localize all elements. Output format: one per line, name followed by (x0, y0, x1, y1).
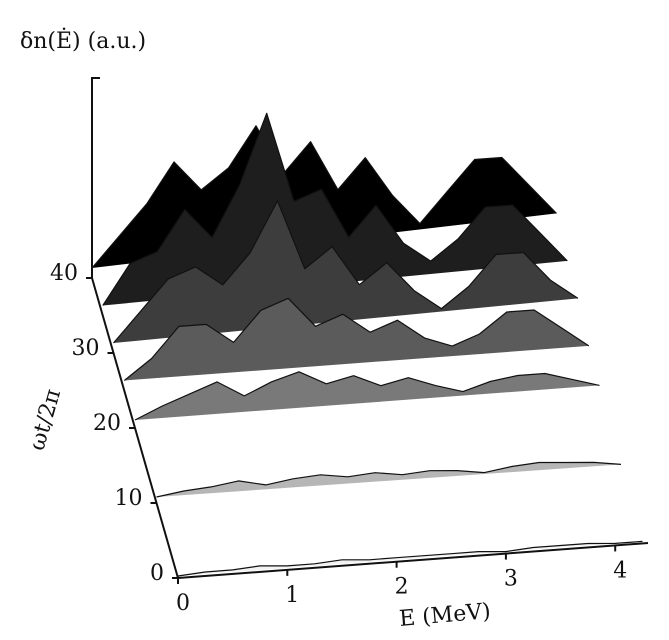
y-tick-label: 0 (150, 561, 164, 586)
surface-row (134, 371, 600, 421)
x-tick-label: 2 (395, 575, 409, 600)
x-tick-label: 1 (285, 583, 299, 608)
z-axis-label: δn(Ė) (a.u.) (20, 27, 146, 54)
surface-row (102, 112, 568, 306)
y-tick-label: 20 (93, 411, 121, 436)
z-axis (91, 77, 100, 278)
y-tick-label: 30 (72, 336, 100, 361)
x-tick-label: 4 (613, 558, 627, 583)
y-axis-label: ωt/2π (25, 386, 66, 453)
x-axis (177, 542, 649, 579)
surface-row (123, 297, 590, 381)
surface (91, 112, 643, 577)
surface-row (156, 461, 622, 498)
surface-row (177, 540, 643, 577)
y-tick-label: 40 (50, 261, 78, 286)
x-axis-label: E (MeV) (398, 599, 491, 632)
surface-row (113, 200, 579, 344)
y-tick-label: 10 (115, 486, 143, 511)
x-tick-label: 3 (504, 567, 518, 592)
x-tick-label: 0 (176, 591, 190, 616)
